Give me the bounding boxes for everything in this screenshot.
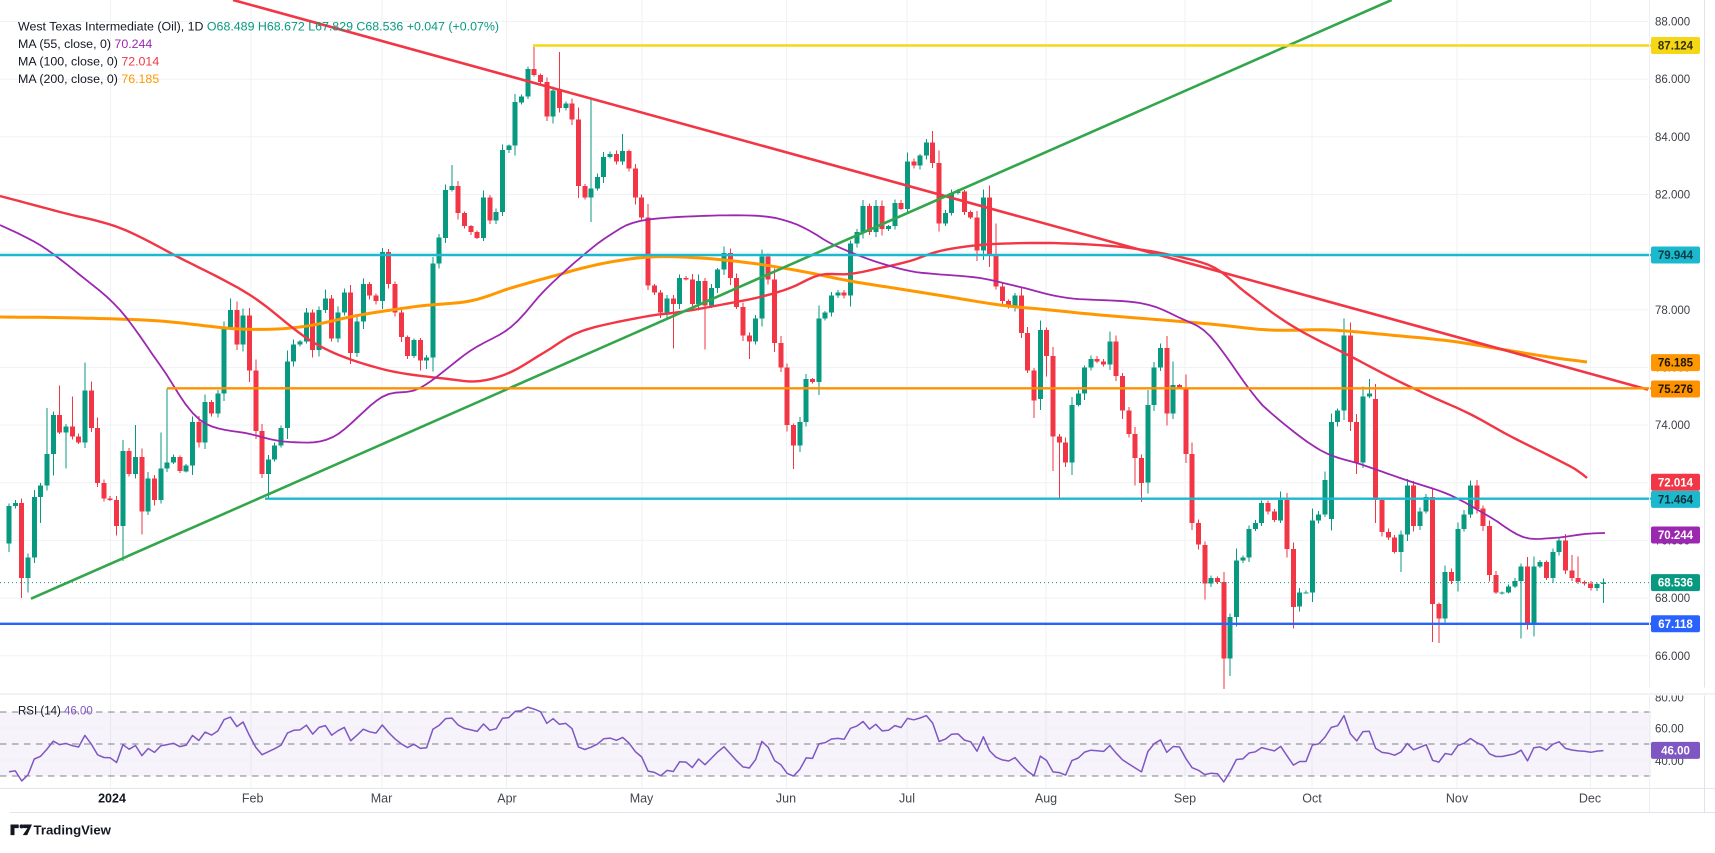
- svg-text:68.000: 68.000: [1655, 593, 1690, 605]
- svg-text:72.014: 72.014: [1658, 477, 1694, 489]
- svg-text:88.000: 88.000: [1655, 17, 1690, 29]
- svg-text:Sep: Sep: [1174, 792, 1196, 806]
- svg-text:79.944: 79.944: [1658, 250, 1694, 262]
- svg-text:MA (55, close, 0) 70.244: MA (55, close, 0) 70.244: [18, 37, 152, 51]
- svg-text:46.00: 46.00: [1661, 745, 1690, 757]
- svg-text:Mar: Mar: [371, 792, 393, 806]
- svg-text:87.124: 87.124: [1658, 41, 1694, 53]
- svg-text:67.118: 67.118: [1658, 619, 1693, 631]
- svg-text:Dec: Dec: [1579, 792, 1601, 806]
- svg-text:71.464: 71.464: [1658, 494, 1694, 506]
- svg-text:76.185: 76.185: [1658, 358, 1694, 370]
- svg-text:74.000: 74.000: [1655, 420, 1690, 432]
- svg-text:RSI (14) 46.00: RSI (14) 46.00: [18, 706, 93, 718]
- svg-text:66.000: 66.000: [1655, 651, 1690, 663]
- svg-text:Feb: Feb: [242, 792, 264, 806]
- svg-text:Oct: Oct: [1302, 792, 1322, 806]
- svg-text:78.000: 78.000: [1655, 305, 1690, 317]
- svg-text:Jun: Jun: [776, 792, 796, 806]
- svg-text:Aug: Aug: [1035, 792, 1057, 806]
- svg-text:TradingView: TradingView: [34, 823, 112, 838]
- svg-text:75.276: 75.276: [1658, 384, 1693, 396]
- svg-text:May: May: [630, 792, 654, 806]
- svg-text:40.00: 40.00: [1655, 756, 1684, 768]
- svg-text:60.00: 60.00: [1655, 723, 1684, 735]
- svg-text:MA (100, close, 0) 72.014: MA (100, close, 0) 72.014: [18, 55, 159, 69]
- svg-text:West Texas Intermediate (Oil),: West Texas Intermediate (Oil), 1D O68.48…: [18, 20, 499, 34]
- svg-text:68.536: 68.536: [1658, 578, 1693, 590]
- svg-text:82.000: 82.000: [1655, 190, 1690, 202]
- svg-text:MA (200, close, 0) 76.185: MA (200, close, 0) 76.185: [18, 72, 159, 86]
- svg-text:84.000: 84.000: [1655, 132, 1690, 144]
- svg-text:Jul: Jul: [899, 792, 915, 806]
- svg-text:Apr: Apr: [497, 792, 516, 806]
- svg-text:70.244: 70.244: [1658, 530, 1694, 542]
- svg-text:86.000: 86.000: [1655, 74, 1690, 86]
- svg-text:Nov: Nov: [1446, 792, 1469, 806]
- svg-text:2024: 2024: [98, 792, 126, 806]
